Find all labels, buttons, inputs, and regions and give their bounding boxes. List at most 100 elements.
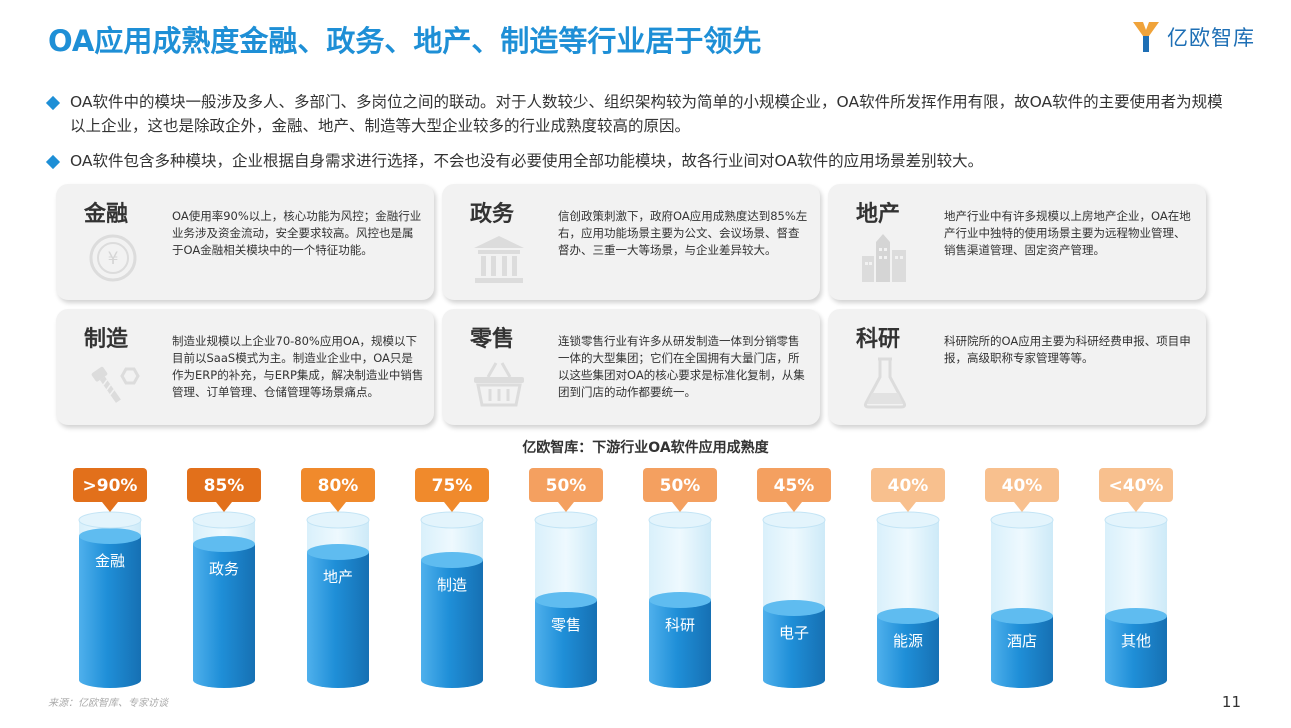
value-label-badge: [301, 468, 375, 502]
cylinder-fill: [535, 600, 597, 688]
value-label-badge: [871, 468, 945, 502]
card-title: 零售: [470, 327, 515, 352]
card-description: 科研院所的OA应用主要为科研经费申报、项目申报，高级职称专家管理等等。: [944, 334, 1191, 365]
category-label: 电子: [779, 624, 809, 642]
svg-text:¥: ¥: [108, 249, 119, 269]
value-label-pointer: [102, 502, 118, 512]
cylinder-glass-top: [306, 511, 370, 529]
industry-card-manufacturing: 制造 制造业规模以上企业70-80%应用OA，规模以下目前以SaaS模式为主。制…: [56, 309, 434, 425]
cylinder-fill: [307, 552, 369, 688]
card-description: OA使用率90%以上，核心功能为风控；金融行业业务涉及资金流动，安全要求较高。风…: [172, 209, 422, 257]
value-label-pointer: [900, 502, 916, 512]
category-label: 科研: [665, 616, 695, 634]
flask-icon: [863, 357, 907, 409]
city-buildings-icon: [862, 234, 906, 282]
chart-column: 科研 50%: [643, 468, 717, 688]
page-number: 11: [1221, 693, 1241, 711]
category-label: 政务: [209, 560, 239, 578]
chart-column: 其他 <40%: [1099, 468, 1173, 688]
card-title: 地产: [856, 202, 901, 227]
cylinder-fill: [1105, 616, 1167, 688]
card-description: 信创政策刺激下，政府OA应用成熟度达到85%左右，应用功能场景主要为公文、会议场…: [558, 209, 808, 257]
card-description: 连锁零售行业有许多从研发制造一体到分销零售一体的大型集团；它们在全国拥有大量门店…: [558, 334, 805, 399]
cylinder-fill: [421, 560, 483, 688]
value-label-pointer: [1014, 502, 1030, 512]
card-title: 制造: [84, 327, 129, 352]
value-label-pointer: [216, 502, 232, 512]
category-label: 能源: [893, 632, 923, 650]
value-label-pointer: [330, 502, 346, 512]
card-description: 制造业规模以上企业70-80%应用OA，规模以下目前以SaaS模式为主。制造业企…: [172, 334, 424, 399]
maturity-cylinder-chart: 金融 >90% 政务 85% 地产 80% 制造 75% 零售 50% 科研 50% 电子 45% 能源 40…: [73, 468, 1173, 688]
cylinder-glass-top: [534, 511, 598, 529]
industry-card-government: 政务 信创政策刺激下，政府OA应用成熟度达到85%左右，应用功能场景主要为公文、…: [442, 184, 820, 300]
chart-column: 电子 45%: [757, 468, 831, 688]
yiou-logo-icon: [1133, 22, 1159, 52]
value-label-badge: [187, 468, 261, 502]
card-title: 科研: [856, 327, 901, 352]
value-label: 40%: [888, 476, 929, 496]
value-label-badge: [643, 468, 717, 502]
yuan-coin-icon: ¥: [89, 234, 137, 282]
category-label: 其他: [1121, 632, 1151, 650]
government-building-icon: [474, 236, 524, 283]
value-label: <40%: [1109, 476, 1164, 496]
cylinder-fill-top: [877, 608, 939, 624]
cylinder-fill-top: [193, 536, 255, 552]
card-description: 地产行业中有许多规模以上房地产企业，OA在地产行业中独特的使用场景主要为远程物业…: [944, 209, 1191, 257]
cylinder-fill: [193, 544, 255, 688]
industry-card-retail: 零售 连锁零售行业有许多从研发制造一体到分销零售一体的大型集团；它们在全国拥有大…: [442, 309, 820, 425]
value-label: >90%: [83, 476, 138, 496]
value-label: 85%: [204, 476, 245, 496]
value-label: 75%: [432, 476, 473, 496]
bullet-point: OA软件包含多种模块，企业根据自身需求进行选择，不会也没有必要使用全部功能模块，…: [45, 149, 1238, 173]
cylinder-fill: [991, 616, 1053, 688]
cylinder-fill: [877, 616, 939, 688]
bolt-nut-icon: [91, 366, 140, 403]
cylinder-glass-top: [1104, 511, 1168, 529]
cylinder-glass-top: [990, 511, 1054, 529]
shopping-basket-icon: [474, 362, 524, 407]
value-label-pointer: [672, 502, 688, 512]
cylinder-glass-top: [420, 511, 484, 529]
value-label-badge: [415, 468, 489, 502]
value-label-badge: [1099, 468, 1173, 502]
value-label-pointer: [558, 502, 574, 512]
source-note: 来源：亿欧智库、专家访谈: [48, 698, 168, 709]
cylinder-fill: [649, 600, 711, 688]
category-label: 金融: [95, 552, 125, 570]
chart-column: 金融 >90%: [73, 468, 147, 688]
cylinder-fill-top: [763, 600, 825, 616]
chart-title: 亿欧智库：下游行业OA软件应用成熟度: [522, 440, 769, 456]
bullet-text: OA软件中的模块一般涉及多人、多部门、多岗位之间的联动。对于人数较少、组织架构较…: [70, 93, 1223, 135]
chart-column: 制造 75%: [415, 468, 489, 688]
cylinder-fill-top: [649, 592, 711, 608]
value-label: 80%: [318, 476, 359, 496]
cylinder-fill: [79, 536, 141, 688]
cylinder-fill-top: [307, 544, 369, 560]
chart-column: 能源 40%: [871, 468, 945, 688]
chart-column: 地产 80%: [301, 468, 375, 688]
cylinder-fill-top: [535, 592, 597, 608]
cylinder-fill-top: [991, 608, 1053, 624]
chart-column: 零售 50%: [529, 468, 603, 688]
value-label-badge: [985, 468, 1059, 502]
value-label-pointer: [786, 502, 802, 512]
industry-card-finance: 金融 ¥ OA使用率90%以上，核心功能为风控；金融行业业务涉及资金流动，安全要…: [56, 184, 434, 300]
card-title: 金融: [84, 202, 129, 227]
brand-name: 亿欧智库: [1167, 26, 1255, 50]
category-label: 零售: [551, 616, 581, 634]
category-label: 酒店: [1007, 632, 1037, 650]
cylinder-glass-top: [648, 511, 712, 529]
cylinder-fill-top: [1105, 608, 1167, 624]
category-label: 地产: [323, 568, 353, 586]
value-label-badge: [529, 468, 603, 502]
value-label: 50%: [546, 476, 587, 496]
cylinder-glass-top: [192, 511, 256, 529]
value-label-badge: [73, 468, 147, 502]
industry-card-research: 科研 科研院所的OA应用主要为科研经费申报、项目申报，高级职称专家管理等等。: [828, 309, 1206, 425]
chart-column: 酒店 40%: [985, 468, 1059, 688]
value-label-badge: [757, 468, 831, 502]
industry-card-realestate: 地产 地产行业中有许多规模以上房地产企业，OA在地产行业中独特的使用场景主要为远…: [828, 184, 1206, 300]
cylinder-fill: [763, 608, 825, 688]
